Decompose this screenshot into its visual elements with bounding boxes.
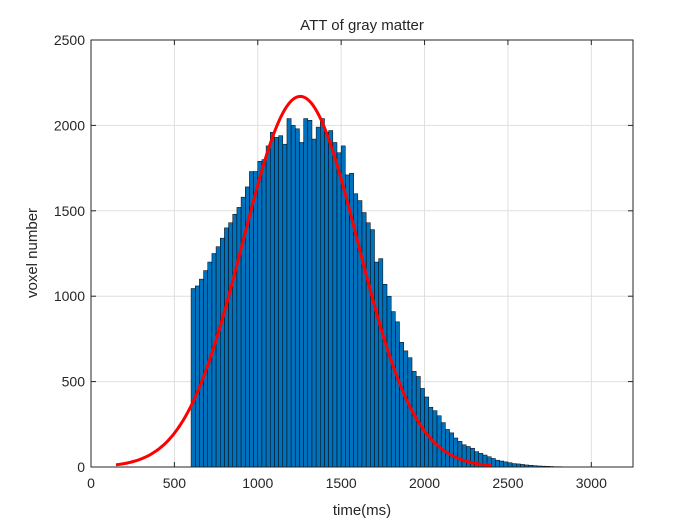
histogram-bar [320, 119, 324, 467]
histogram-bar [333, 142, 337, 467]
histogram-bar [458, 441, 462, 467]
histogram-bar [324, 132, 328, 467]
histogram-bar [454, 438, 458, 467]
histogram-bar [437, 416, 441, 467]
histogram-bar [199, 279, 203, 467]
histogram-bar [512, 464, 516, 467]
histogram-bar [345, 175, 349, 467]
histogram-bar [316, 127, 320, 467]
x-tick-label: 0 [87, 475, 95, 491]
histogram-bar [212, 254, 216, 468]
histogram-bar [504, 462, 508, 467]
histogram-bar [270, 132, 274, 467]
histogram-bar [441, 423, 445, 467]
histogram-bar [383, 284, 387, 467]
x-tick-label: 2500 [492, 475, 523, 491]
x-tick-label: 1000 [242, 475, 273, 491]
histogram-bar [304, 119, 308, 467]
x-tick-label: 500 [163, 475, 187, 491]
y-tick-label: 2000 [54, 117, 85, 133]
histogram-bar [195, 286, 199, 467]
histogram-bar [495, 460, 499, 467]
y-tick-label: 1500 [54, 203, 85, 219]
histogram-bar [262, 160, 266, 467]
histogram-bar [491, 458, 495, 467]
histogram-bar [233, 214, 237, 467]
histogram-bar [308, 120, 312, 467]
histogram-bar [462, 445, 466, 467]
histogram-bar [337, 153, 341, 467]
histogram-bar [433, 411, 437, 467]
histogram-bar [400, 342, 404, 467]
histogram-bar [404, 351, 408, 467]
histogram-bar [370, 230, 374, 467]
histogram-bar [379, 259, 383, 467]
histogram-bar [216, 247, 220, 467]
y-axis-label: voxel number [24, 208, 41, 298]
x-tick-label: 3000 [576, 475, 607, 491]
y-tick-label: 500 [62, 374, 86, 390]
histogram-bar [362, 213, 366, 467]
histogram-bar [391, 312, 395, 467]
histogram-bar [258, 161, 262, 467]
y-tick-label: 2500 [54, 32, 85, 48]
x-tick-label: 1500 [326, 475, 357, 491]
chart-title: ATT of gray matter [300, 17, 424, 34]
histogram-bar [287, 119, 291, 467]
histogram-bar [445, 429, 449, 467]
histogram-bar [229, 223, 233, 467]
histogram-bar [466, 447, 470, 467]
histogram-bar [366, 223, 370, 467]
histogram-bar [274, 137, 278, 467]
histogram-bar [279, 136, 283, 467]
histogram-bar [283, 144, 287, 467]
histogram-bar [500, 461, 504, 467]
histogram-bar [220, 238, 224, 467]
histogram-bar [508, 463, 512, 467]
histogram-bar [266, 146, 270, 467]
y-tick-label: 1000 [54, 288, 85, 304]
histogram-bar [224, 228, 228, 467]
histogram-bar [191, 289, 195, 467]
x-tick-label: 2000 [409, 475, 440, 491]
histogram-bar [395, 322, 399, 467]
histogram-bar [387, 296, 391, 467]
y-tick-label: 0 [77, 459, 85, 475]
histogram-bar [295, 129, 299, 467]
histogram-bar [291, 125, 295, 467]
histogram-bar [312, 139, 316, 467]
histogram-bar [450, 433, 454, 467]
histogram-bar [329, 131, 333, 467]
histogram-bar [375, 262, 379, 467]
histogram-bar [254, 172, 258, 467]
x-axis-label: time(ms) [333, 502, 391, 519]
histogram-bar [299, 142, 303, 467]
